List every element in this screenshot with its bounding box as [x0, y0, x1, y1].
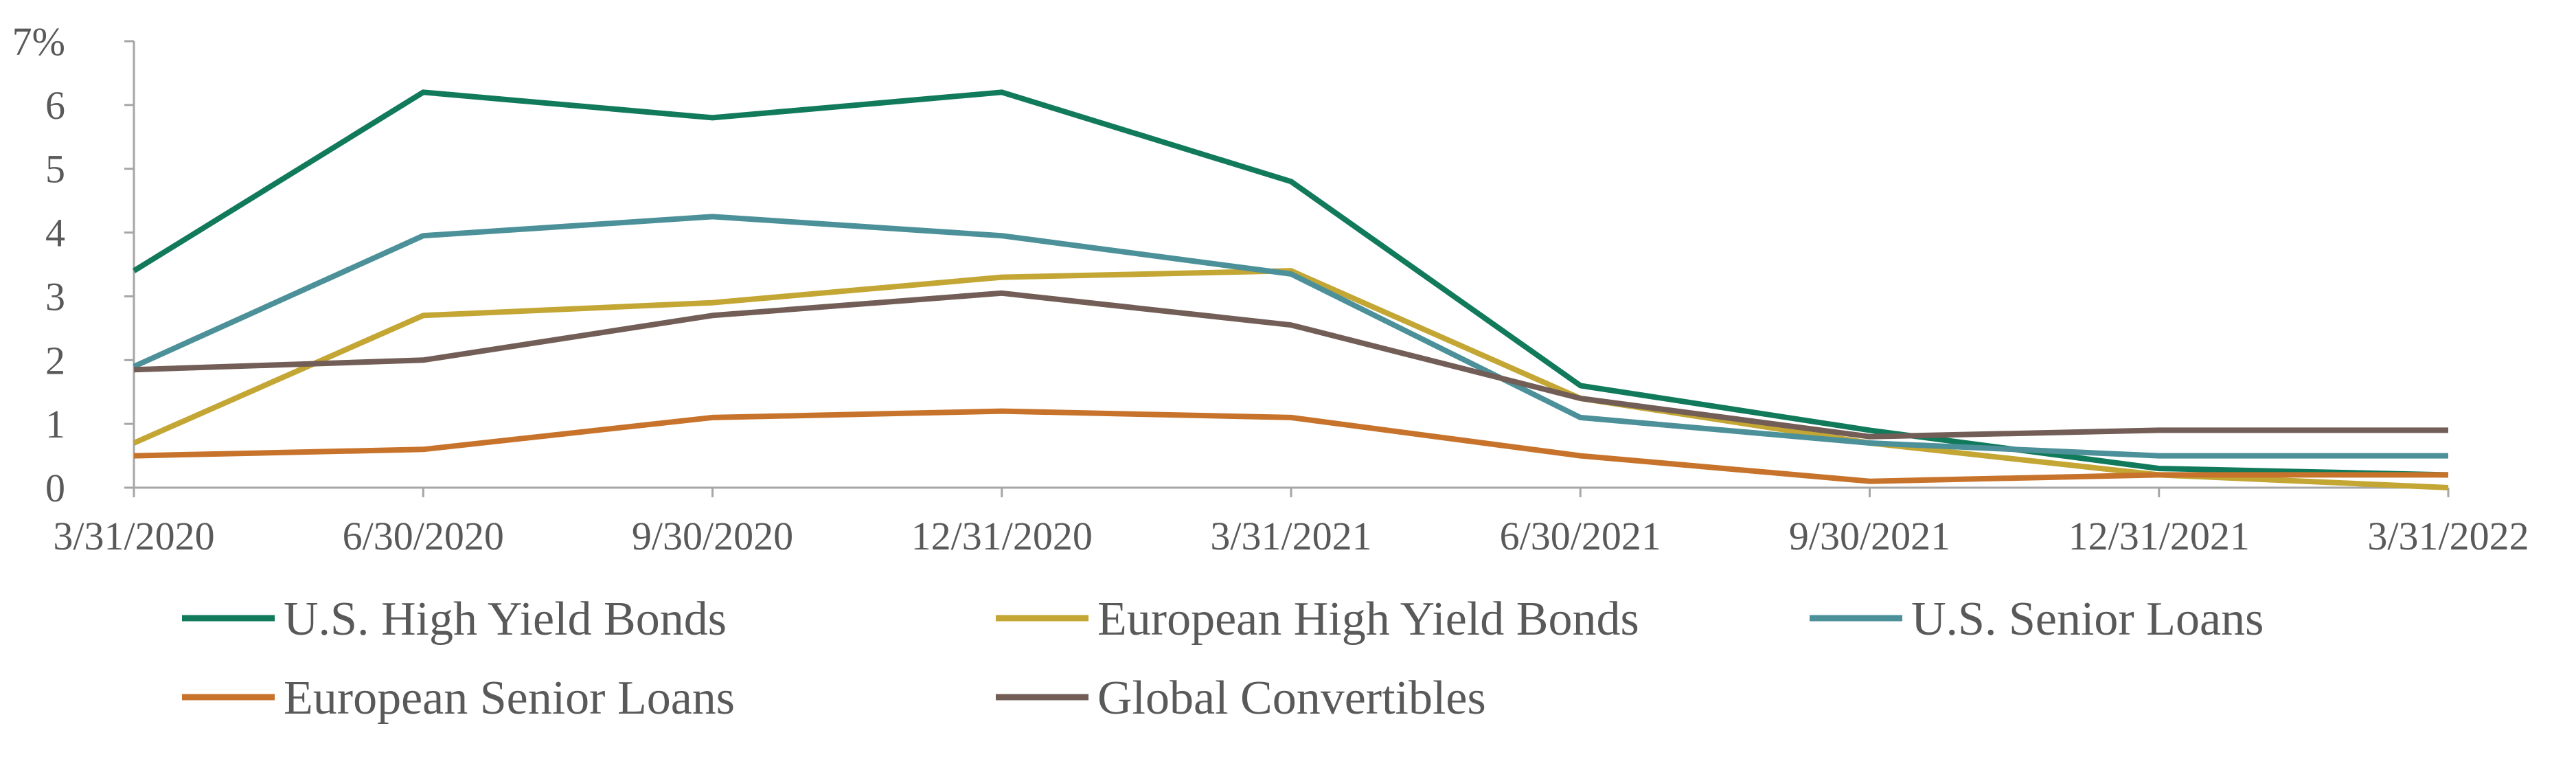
- legend-item-u-s-senior-loans: U.S. Senior Loans: [1810, 593, 2264, 646]
- x-tick-label: 9/30/2020: [632, 514, 793, 558]
- y-tick-label: 7%: [12, 19, 65, 64]
- y-tick-label: 1: [45, 402, 65, 446]
- y-tick-label: 2: [45, 338, 65, 383]
- x-tick-label: 3/31/2021: [1210, 514, 1371, 558]
- y-tick-label: 0: [45, 466, 65, 510]
- legend-item-u-s-high-yield-bonds: U.S. High Yield Bonds: [182, 593, 727, 646]
- legend-item-european-senior-loans: European Senior Loans: [182, 672, 735, 725]
- x-tick-label: 3/31/2020: [53, 514, 214, 558]
- x-tick-label: 3/31/2022: [2367, 514, 2529, 558]
- legend-label: European Senior Loans: [284, 672, 735, 725]
- y-tick-label: 6: [45, 83, 65, 128]
- legend: U.S. High Yield Bonds European High Yield…: [182, 593, 2264, 725]
- x-tick-label: 12/31/2020: [911, 514, 1093, 558]
- series-line-u-s-senior-loans: [133, 214, 2448, 459]
- x-tick-label: 6/30/2021: [1500, 514, 1661, 558]
- legend-item-global-convertibles: Global Convertibles: [996, 672, 1486, 725]
- y-tick-label: 5: [45, 147, 65, 192]
- legend-label: European High Yield Bonds: [1097, 593, 1639, 646]
- axes: 0 1 2 3 4 5 6 7% 3/31/2020 6/30/2020 9/30/2020 12/3…: [12, 19, 2529, 558]
- legend-label: U.S. High Yield Bonds: [284, 593, 727, 646]
- series-line-u-s-high-yield-bonds: [132, 89, 2449, 478]
- x-tick-label: 9/30/2021: [1789, 514, 1950, 558]
- y-tick-label: 3: [45, 274, 65, 319]
- series-layer: [132, 89, 2449, 490]
- legend-label: Global Convertibles: [1097, 672, 1486, 725]
- series-line-global-convertibles: [133, 290, 2448, 440]
- series-line-european-senior-loans: [133, 408, 2448, 484]
- x-tick-label: 12/31/2021: [2068, 514, 2250, 558]
- legend-item-european-high-yield-bonds: European High Yield Bonds: [996, 593, 1639, 646]
- legend-label: U.S. Senior Loans: [1911, 593, 2264, 646]
- x-tick-label: 6/30/2020: [343, 514, 504, 558]
- y-tick-label: 4: [45, 211, 65, 256]
- series-line-european-high-yield-bonds: [133, 268, 2449, 490]
